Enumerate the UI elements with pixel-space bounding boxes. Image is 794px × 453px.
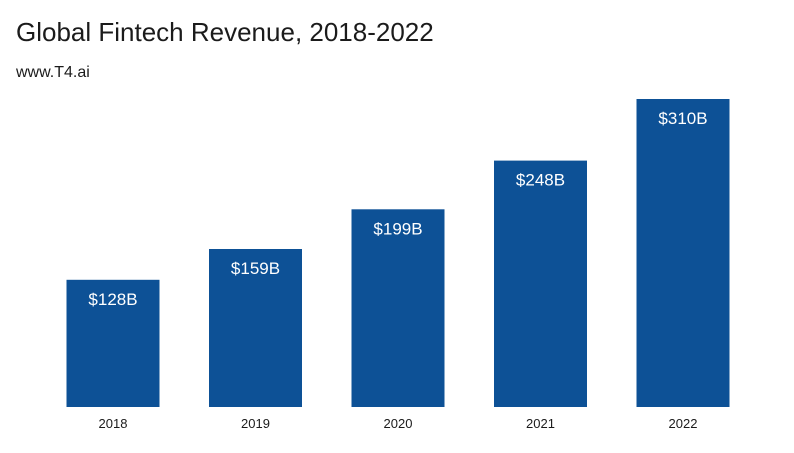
- x-tick-label-2021: 2021: [526, 416, 555, 431]
- bar-2022: [636, 99, 730, 407]
- chart-subtitle: www.T4.ai: [16, 64, 90, 81]
- bar-2020: [351, 209, 445, 407]
- bar-2019: [209, 249, 302, 407]
- x-axis-ticks: 2018 2019 2020 2021 2022: [99, 416, 698, 431]
- bars-layer: [66, 99, 730, 407]
- data-label-2019: $159B: [231, 259, 280, 278]
- chart-title: Global Fintech Revenue, 2018-2022: [16, 17, 434, 47]
- x-tick-label-2020: 2020: [384, 416, 413, 431]
- data-label-2022: $310B: [658, 109, 707, 128]
- x-tick-label-2022: 2022: [669, 416, 698, 431]
- x-tick-label-2018: 2018: [99, 416, 128, 431]
- data-labels-layer: $128B $159B $199B $248B $310B: [88, 109, 707, 309]
- bar-2021: [494, 160, 587, 407]
- data-label-2021: $248B: [516, 171, 565, 190]
- data-label-2020: $199B: [373, 219, 422, 238]
- data-label-2018: $128B: [88, 290, 137, 309]
- x-tick-label-2019: 2019: [241, 416, 270, 431]
- bar-2018: [66, 279, 160, 407]
